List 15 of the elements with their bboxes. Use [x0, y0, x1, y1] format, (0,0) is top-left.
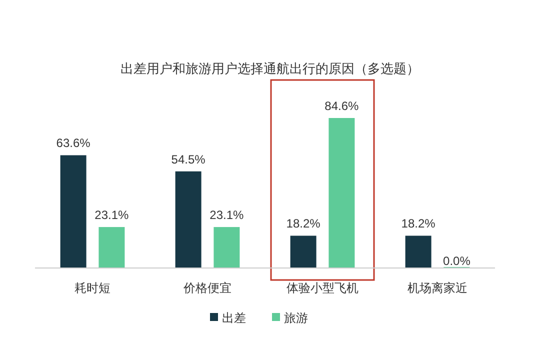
x-tick-label: 耗时短: [74, 281, 110, 295]
legend-label: 旅游: [284, 311, 308, 325]
legend-label: 出差: [222, 311, 246, 325]
x-tick-label: 体验小型飞机: [286, 281, 358, 295]
x-tick-label: 价格便宜: [182, 281, 232, 295]
data-label: 54.5%: [171, 152, 206, 166]
data-label: 84.6%: [324, 99, 360, 113]
data-label: 63.6%: [56, 136, 91, 150]
data-label: 0.0%: [443, 254, 471, 268]
data-label: 18.2%: [286, 216, 321, 231]
data-label: 18.2%: [401, 216, 436, 231]
x-tick-label: 机场离家近: [408, 281, 468, 295]
data-label: 23.1%: [210, 208, 244, 222]
data-label: 23.1%: [94, 208, 130, 222]
chart-title: 出差用户和旅游用户选择通航出行的原因（多选题）: [120, 61, 420, 76]
